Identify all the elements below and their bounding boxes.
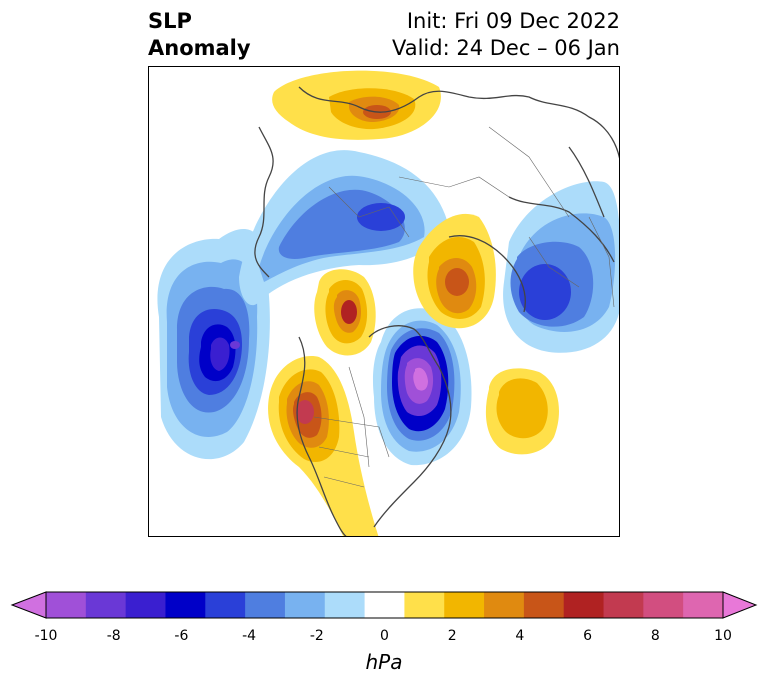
colorbar-tick-label: 2 bbox=[447, 628, 457, 644]
colorbar-segment bbox=[46, 592, 87, 618]
country-borders bbox=[313, 126, 615, 488]
colorbar-segment bbox=[643, 592, 684, 618]
western-na-high-anomaly bbox=[268, 356, 379, 536]
map-title: SLP Anomaly bbox=[148, 8, 251, 62]
colorbar-segment bbox=[523, 592, 565, 618]
colorbar-tick-label: 10 bbox=[714, 628, 732, 644]
arctic-high-anomaly bbox=[272, 70, 441, 140]
asia-low-anomaly bbox=[503, 181, 619, 353]
forecast-dates: Init: Fri 09 Dec 2022 Valid: 24 Dec – 06… bbox=[392, 8, 620, 62]
map-svg bbox=[157, 70, 619, 536]
atlantic-high-anomaly bbox=[485, 368, 559, 455]
colorbar-segment bbox=[205, 592, 246, 618]
colorbar bbox=[10, 591, 758, 619]
colorbar-segment bbox=[563, 592, 605, 618]
colorbar-extend-high bbox=[722, 591, 758, 619]
colorbar-tick-label: -2 bbox=[309, 628, 324, 644]
colorbar-segment bbox=[324, 592, 366, 618]
coastlines bbox=[254, 86, 619, 536]
colorbar-tick-label: -4 bbox=[242, 628, 257, 644]
init-date: Init: Fri 09 Dec 2022 bbox=[406, 9, 620, 33]
colorbar-tick-label: -8 bbox=[106, 628, 121, 644]
eurasia-low-anomaly bbox=[239, 150, 449, 306]
colorbar-segment bbox=[245, 592, 286, 618]
colorbar-segment bbox=[85, 592, 127, 618]
colorbar-segment bbox=[165, 592, 206, 618]
colorbar-tick-label: 6 bbox=[583, 628, 593, 644]
alaska-high-anomaly bbox=[314, 269, 376, 356]
colorbar-label: hPa bbox=[365, 650, 403, 674]
colorbar-extend-low bbox=[10, 591, 47, 619]
colorbar-tick-label: 0 bbox=[380, 628, 389, 644]
colorbar-segment bbox=[284, 592, 326, 618]
colorbar-segment bbox=[603, 592, 644, 618]
colorbar-tick-label: -6 bbox=[174, 628, 189, 644]
colorbar-segment bbox=[404, 592, 445, 618]
colorbar-segment bbox=[683, 592, 724, 618]
colorbar-segment bbox=[444, 592, 485, 618]
siberia-high-anomaly bbox=[413, 213, 496, 329]
title-line-1: SLP bbox=[148, 9, 192, 33]
anomaly-map bbox=[148, 66, 620, 537]
colorbar-segment bbox=[484, 592, 525, 618]
colorbar-segment bbox=[125, 592, 166, 618]
colorbar-tick-label: 8 bbox=[650, 628, 660, 644]
valid-range: Valid: 24 Dec – 06 Jan bbox=[391, 36, 620, 60]
colorbar-segment bbox=[364, 592, 405, 618]
colorbar-tick-label: -10 bbox=[34, 628, 58, 644]
colorbar-tick-label: 4 bbox=[515, 628, 525, 644]
hudson-bay-low-anomaly bbox=[372, 308, 472, 466]
title-line-2: Anomaly bbox=[148, 36, 251, 60]
